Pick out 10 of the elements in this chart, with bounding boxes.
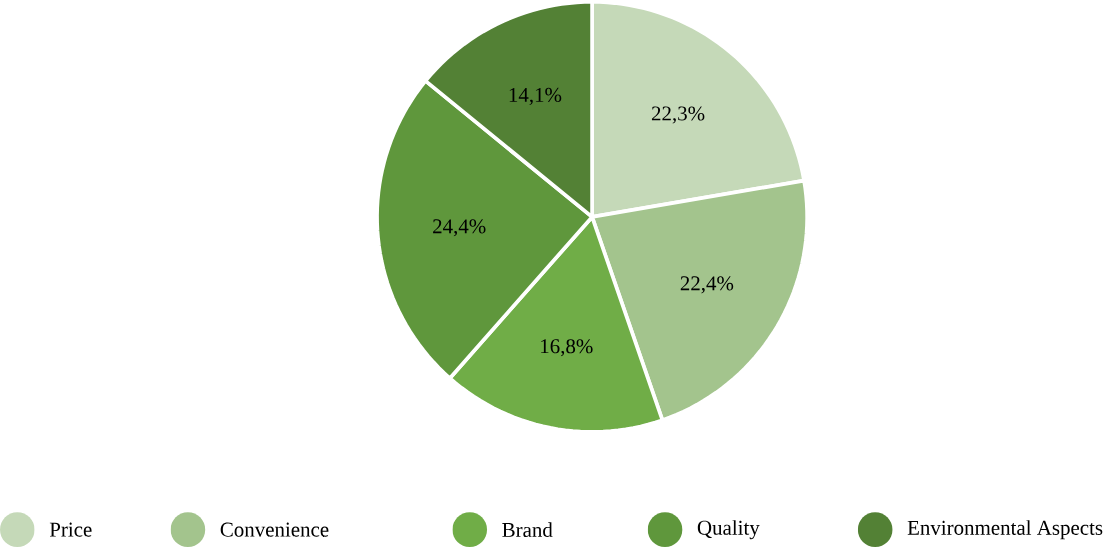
data-label: 24,4% — [433, 219, 486, 237]
legend-label: Brand — [502, 522, 553, 538]
legend-label: Quality — [697, 520, 760, 540]
legend-label: Convenience — [220, 522, 329, 537]
data-label: 16,8% — [541, 339, 593, 357]
data-label: 22,3% — [651, 106, 705, 124]
legend-label: Environmental Aspects — [907, 520, 1103, 540]
legend-label: Price — [49, 522, 92, 537]
data-label: 22,4% — [680, 276, 734, 294]
data-label: 14,1% — [509, 87, 562, 106]
